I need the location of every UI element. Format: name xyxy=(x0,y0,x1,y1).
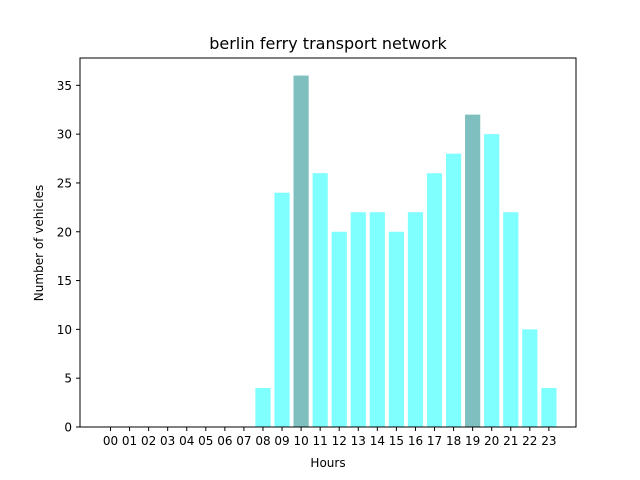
x-tick-label: 16 xyxy=(408,434,423,448)
x-tick-label: 08 xyxy=(255,434,270,448)
x-tick-label: 00 xyxy=(103,434,118,448)
bar-15 xyxy=(388,231,404,427)
y-axis-ticks: 0 5 10 15 20 25 30 35 xyxy=(57,79,80,435)
bar-22 xyxy=(522,329,538,427)
y-tick-label: 10 xyxy=(57,323,72,337)
x-tick-label: 10 xyxy=(293,434,308,448)
x-tick-label: 19 xyxy=(465,434,480,448)
bar-12 xyxy=(331,231,347,427)
y-tick-label: 15 xyxy=(57,274,72,288)
bar-21 xyxy=(503,212,519,427)
bars-group xyxy=(255,75,557,428)
y-tick-label: 35 xyxy=(57,79,72,93)
bar-16 xyxy=(407,212,424,427)
x-tick-label: 18 xyxy=(446,434,461,448)
bar-17 xyxy=(426,173,443,427)
y-tick-label: 20 xyxy=(57,225,72,239)
x-tick-label: 03 xyxy=(160,434,175,448)
bar-14 xyxy=(369,212,385,427)
x-tick-label: 06 xyxy=(217,434,232,448)
bar-10 xyxy=(293,75,309,427)
bar-11 xyxy=(312,173,328,427)
x-tick-label: 14 xyxy=(370,434,385,448)
x-tick-label: 23 xyxy=(541,434,556,448)
x-tick-label: 07 xyxy=(236,434,251,448)
bar-08 xyxy=(255,387,271,427)
y-axis-label: Number of vehicles xyxy=(32,185,46,301)
x-tick-label: 02 xyxy=(141,434,156,448)
x-tick-label: 20 xyxy=(484,434,499,448)
x-tick-label: 05 xyxy=(198,434,213,448)
x-tick-label: 15 xyxy=(389,434,404,448)
x-axis-ticks: 00 01 02 03 04 05 06 07 08 09 10 11 12 13 14 15 16 17 18 19… xyxy=(103,427,557,448)
bar-20 xyxy=(484,134,500,427)
bar-19 xyxy=(465,114,481,428)
y-tick-label: 30 xyxy=(57,128,72,142)
plot-area-frame xyxy=(79,57,577,428)
x-tick-label: 09 xyxy=(274,434,289,448)
x-tick-label: 22 xyxy=(522,434,537,448)
x-tick-label: 17 xyxy=(427,434,442,448)
x-tick-label: 21 xyxy=(503,434,518,448)
bar-13 xyxy=(350,212,366,427)
x-tick-label: 11 xyxy=(313,434,328,448)
x-tick-label: 13 xyxy=(351,434,366,448)
x-tick-label: 01 xyxy=(122,434,137,448)
y-tick-label: 0 xyxy=(64,421,72,435)
bar-23 xyxy=(541,387,557,427)
bar-09 xyxy=(274,192,290,427)
bar-18 xyxy=(445,153,462,428)
y-tick-label: 25 xyxy=(57,176,72,190)
x-axis-label: Hours xyxy=(310,456,345,470)
x-tick-label: 04 xyxy=(179,434,194,448)
x-tick-label: 12 xyxy=(332,434,347,448)
y-tick-label: 5 xyxy=(64,372,72,386)
chart-title: berlin ferry transport network xyxy=(209,34,447,53)
